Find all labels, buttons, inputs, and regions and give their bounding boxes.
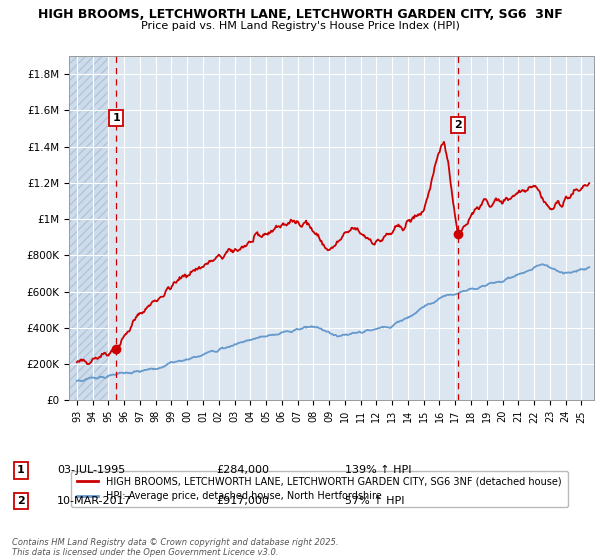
Text: 03-JUL-1995: 03-JUL-1995 xyxy=(57,465,125,475)
Text: 57% ↑ HPI: 57% ↑ HPI xyxy=(345,496,404,506)
Text: 2: 2 xyxy=(17,496,25,506)
Text: 1: 1 xyxy=(17,465,25,475)
Text: 2: 2 xyxy=(454,120,462,130)
Text: 10-MAR-2017: 10-MAR-2017 xyxy=(57,496,132,506)
Text: £917,000: £917,000 xyxy=(216,496,269,506)
Bar xyxy=(69,56,109,400)
Text: HIGH BROOMS, LETCHWORTH LANE, LETCHWORTH GARDEN CITY, SG6  3NF: HIGH BROOMS, LETCHWORTH LANE, LETCHWORTH… xyxy=(38,8,562,21)
Legend: HIGH BROOMS, LETCHWORTH LANE, LETCHWORTH GARDEN CITY, SG6 3NF (detached house), : HIGH BROOMS, LETCHWORTH LANE, LETCHWORTH… xyxy=(71,471,568,507)
Text: Contains HM Land Registry data © Crown copyright and database right 2025.
This d: Contains HM Land Registry data © Crown c… xyxy=(12,538,338,557)
Text: £284,000: £284,000 xyxy=(216,465,269,475)
Text: 139% ↑ HPI: 139% ↑ HPI xyxy=(345,465,412,475)
Text: 1: 1 xyxy=(112,113,120,123)
Text: Price paid vs. HM Land Registry's House Price Index (HPI): Price paid vs. HM Land Registry's House … xyxy=(140,21,460,31)
